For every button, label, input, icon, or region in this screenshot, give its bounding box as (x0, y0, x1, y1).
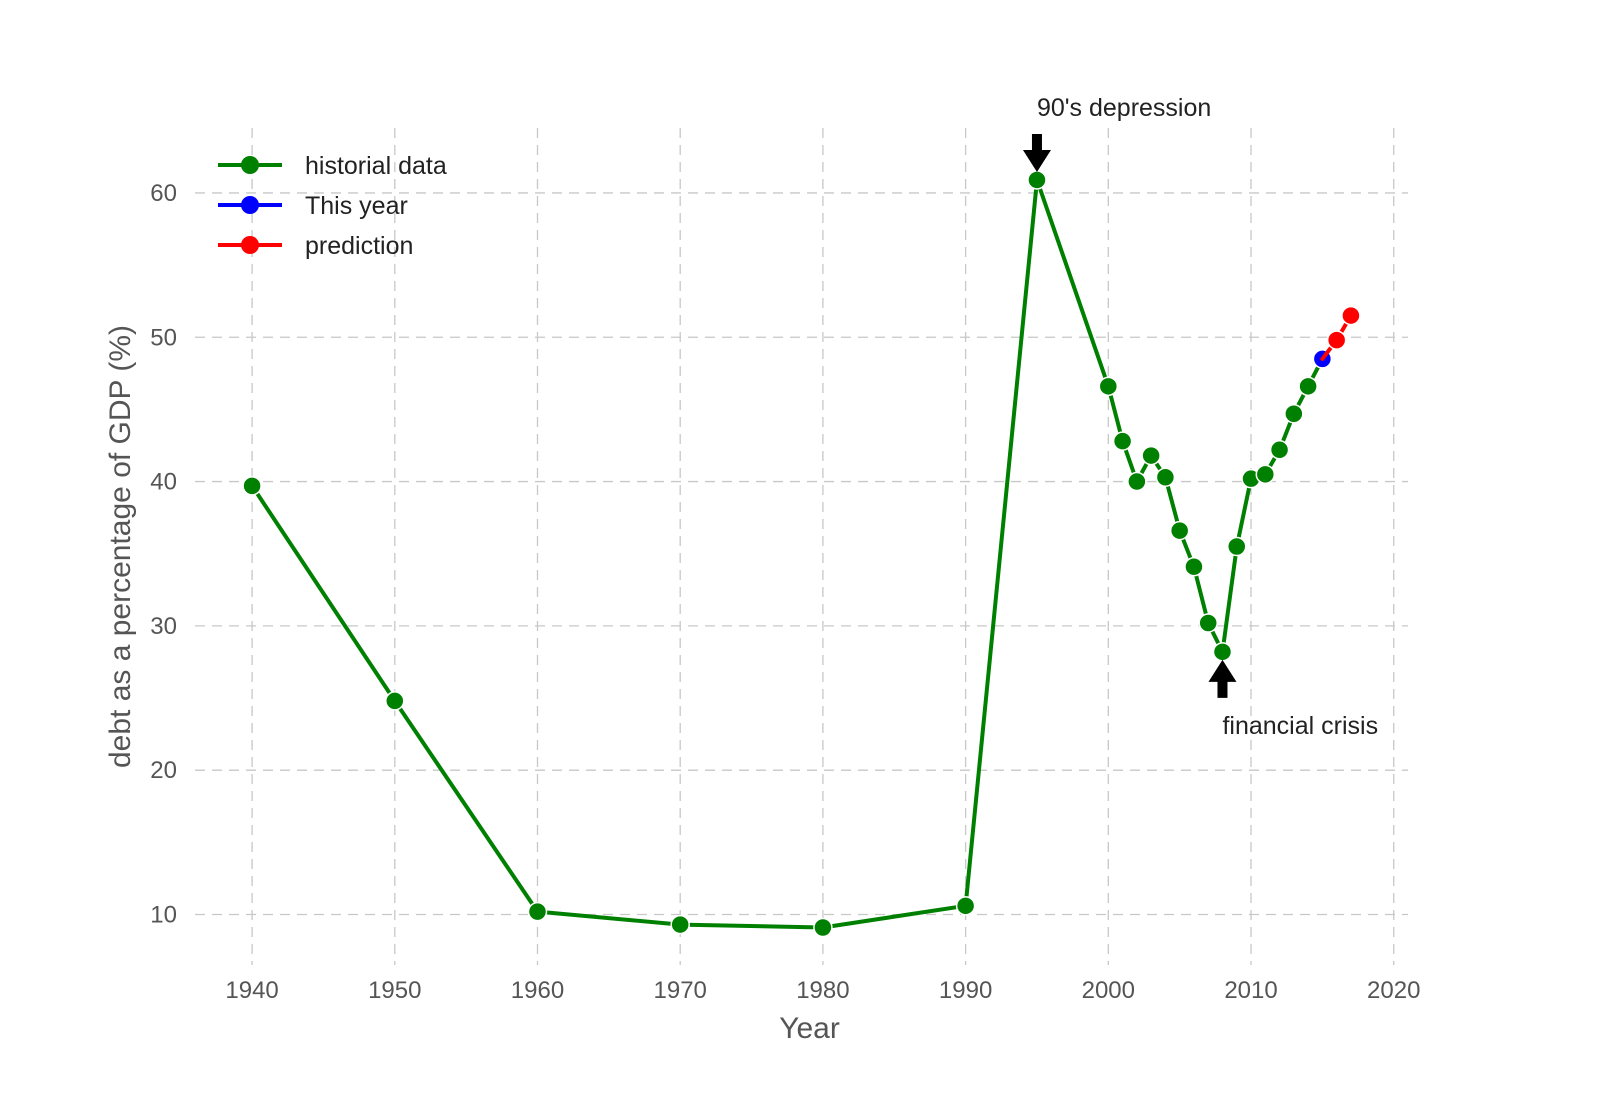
legend-label: prediction (305, 232, 413, 260)
annotation-2: financial crisis (1208, 659, 1378, 740)
x-tick-label: 1950 (368, 977, 421, 1004)
annotation-label: financial crisis (1222, 712, 1378, 740)
series-1 (242, 170, 1333, 938)
x-tick-label: 1990 (939, 977, 992, 1004)
data-point (1298, 376, 1318, 397)
legend: historial data This year prediction (218, 152, 447, 260)
y-tick-label: 50 (150, 324, 177, 351)
x-tick-label: 1970 (654, 977, 707, 1004)
legend-marker (241, 156, 259, 174)
annotations: 90's depression financial crisis (1022, 94, 1378, 740)
y-tick-label: 20 (150, 757, 177, 784)
x-tick-label: 1940 (225, 977, 278, 1004)
series (242, 170, 1361, 938)
data-point (1169, 520, 1190, 541)
annotation-label: 90's depression (1037, 94, 1211, 122)
x-tick-label: 2000 (1082, 977, 1135, 1004)
legend-item-3: prediction (218, 232, 413, 260)
x-axis-title: Year (779, 1012, 840, 1045)
legend-marker (241, 236, 259, 254)
y-tick-label: 60 (150, 180, 177, 207)
y-tick-label: 40 (150, 469, 177, 496)
y-tick-labels: 10 20 30 40 50 60 (150, 180, 177, 929)
data-point (670, 914, 690, 935)
x-tick-labels: 1940 1950 1960 1970 1980 1990 2000 2010 2020 (225, 977, 1420, 1004)
legend-item-1: historial data (218, 152, 447, 180)
data-point (1255, 464, 1276, 485)
legend-label: historial data (305, 152, 447, 180)
annotation-arrow (1022, 133, 1051, 172)
data-point (242, 476, 262, 496)
x-tick-label: 2020 (1367, 977, 1420, 1004)
annotation-1: 90's depression (1022, 94, 1211, 172)
data-point (1027, 170, 1047, 190)
data-point (1112, 431, 1133, 451)
data-point (955, 896, 976, 916)
y-axis-title: debt as a percentage of GDP (%) (104, 325, 137, 768)
grid (195, 128, 1408, 965)
legend-label: This year (305, 192, 408, 220)
data-point (813, 917, 833, 938)
x-tick-label: 1960 (511, 977, 564, 1004)
data-point (1127, 471, 1147, 492)
series-line (250, 178, 1325, 930)
series-3 (1320, 305, 1361, 361)
data-point (527, 901, 548, 922)
data-point (385, 691, 405, 711)
data-point (1227, 536, 1247, 557)
y-tick-label: 30 (150, 613, 177, 640)
x-tick-label: 2010 (1224, 977, 1277, 1004)
data-point (1155, 467, 1176, 487)
data-point (1184, 556, 1204, 577)
data-point (1141, 445, 1161, 466)
y-tick-label: 10 (150, 901, 177, 928)
legend-item-2: This year (218, 192, 408, 220)
legend-marker (241, 196, 259, 214)
data-point (1198, 613, 1218, 633)
data-point (1212, 642, 1233, 662)
data-point (1341, 305, 1361, 326)
data-point (1269, 440, 1290, 460)
data-point (1284, 403, 1304, 424)
x-tick-label: 1980 (796, 977, 849, 1004)
annotation-arrow (1208, 659, 1237, 698)
data-point (1098, 376, 1119, 397)
data-point (1326, 330, 1347, 350)
